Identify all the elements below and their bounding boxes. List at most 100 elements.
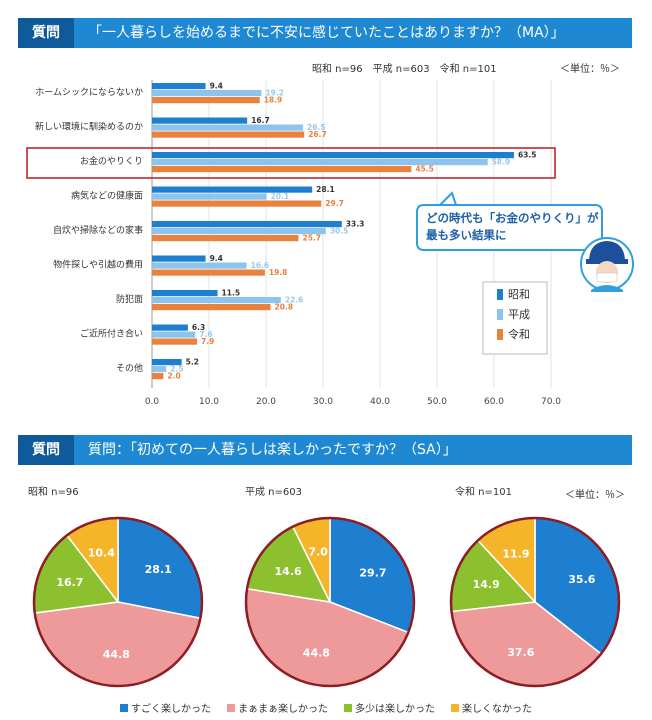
pie-outline [244,516,416,688]
category-label: 防犯面 [116,293,143,305]
pie: 昭和 n=96 28.1 44.8 16.7 10.4 [28,486,204,688]
legend-swatch [344,704,352,712]
bar-昭和 [152,152,514,159]
bar-昭和 [152,117,248,124]
bar-昭和 [152,255,206,262]
data-label: 63.5 [518,151,537,160]
category-label: その他 [116,362,143,374]
bar-令和 [152,373,164,380]
legend-label: 平成 [508,308,530,321]
bar-平成 [152,297,281,304]
unit-label: ＜単位：％＞ [565,490,625,501]
category-label: ホームシックにならないか [35,87,143,98]
bar-平成 [152,228,326,235]
data-label: 58.9 [492,158,511,167]
data-label: 26.5 [307,123,326,132]
bar-令和 [152,97,260,104]
bar-昭和 [152,83,206,90]
legend-label: 楽しくなかった [462,704,532,715]
legend-swatch [497,329,503,340]
slice-label: 11.9 [502,548,529,561]
slice-label: 28.1 [145,563,172,576]
data-label: 26.7 [308,130,327,139]
question-title: 「一人暮らしを始めるまでに不安に感じていたことはありますか？（MA）」 [88,25,565,41]
bar-昭和 [152,359,182,366]
question-bar-1: 質問 「一人暮らしを始めるまでに不安に感じていたことはありますか？（MA）」 [18,18,632,48]
slice-label: 14.9 [473,578,500,591]
bar-令和 [152,200,322,207]
legend-swatch [497,309,503,320]
callout-text: どの時代も「お金のやりくり」が [426,211,599,225]
bar-平成 [152,124,304,131]
bar-平成 [152,262,247,269]
bar-平成 [152,193,267,200]
x-tick-label: 50.0 [427,397,447,407]
pie-legend: すごく楽しかった まぁまぁ楽しかった 多少は楽しかった 楽しくなかった [0,700,652,715]
question-tag: 質問 [18,435,74,465]
bar-平成 [152,366,167,373]
slice-label: 29.7 [359,567,386,580]
pie-label: 平成 n=603 [245,486,302,498]
bar-令和 [152,338,198,345]
x-tick-label: 0.0 [145,397,160,407]
legend-item: すごく楽しかった [120,704,211,715]
data-label: 2.5 [170,365,183,374]
slice-label: 44.8 [103,648,130,661]
legend-label: 令和 [508,327,530,341]
pie-label: 昭和 n=96 [28,486,79,498]
legend-item: まぁまぁ楽しかった [227,704,328,715]
data-label: 33.3 [346,220,365,229]
data-label: 28.1 [316,185,335,194]
bar-昭和 [152,290,218,297]
x-tick-label: 20.0 [256,397,276,407]
highlight-box [26,147,556,179]
data-label: 18.9 [264,96,283,105]
category-label: 病気などの健康面 [71,190,143,202]
bar-昭和 [152,221,342,228]
bar-令和 [152,269,265,276]
pie-outline [449,516,621,688]
legend-label: すごく楽しかった [131,704,211,715]
category-label: 物件探しや引越の費用 [53,259,143,271]
legend-swatch [451,704,459,712]
data-label: 16.7 [251,116,270,125]
question-title: 質問：「初めての一人暮らしは楽しかったですか？（SA）」 [88,442,457,458]
slice-label: 44.8 [303,646,330,659]
pie-label: 令和 n=101 [455,485,512,498]
pie-slice [33,601,202,687]
mascot-cap [589,241,625,262]
legend-swatch [227,704,235,712]
sample-info: 昭和 n=96 平成 n=603 令和 n=101 [312,64,497,75]
legend-item: 多少は楽しかった [344,704,435,715]
data-label: 19.8 [269,268,288,277]
pie: 令和 n=101 35.6 37.6 14.9 11.9 [449,485,621,688]
slice-label: 10.4 [88,547,115,560]
bar-平成 [152,331,196,338]
legend-label: まぁまぁ楽しかった [238,704,328,715]
mascot-icon [580,237,634,292]
legend-swatch [497,289,503,300]
bar-平成 [152,159,488,166]
data-label: 29.7 [325,199,344,208]
legend-item: 楽しくなかった [451,704,532,715]
legend-swatch [120,704,128,712]
x-tick-label: 30.0 [313,397,333,407]
data-label: 9.4 [210,82,223,91]
data-label: 7.9 [201,337,214,346]
callout-text: 最も多い結果に [426,228,507,242]
data-label: 19.2 [265,89,284,98]
legend-label: 多少は楽しかった [355,704,435,715]
data-label: 22.6 [285,296,304,305]
category-label: ご近所付き合い [80,328,143,340]
bar-令和 [152,235,299,242]
data-label: 20.1 [271,192,290,201]
category-label: お金のやりくり [80,155,143,167]
data-label: 11.5 [222,289,241,298]
category-label: 自炊や掃除などの家事 [53,224,143,236]
category-label: 新しい環境に馴染めるのか [35,121,143,133]
legend-label: 昭和 [508,288,530,301]
x-tick-label: 70.0 [541,397,561,407]
question-tag: 質問 [18,18,74,48]
